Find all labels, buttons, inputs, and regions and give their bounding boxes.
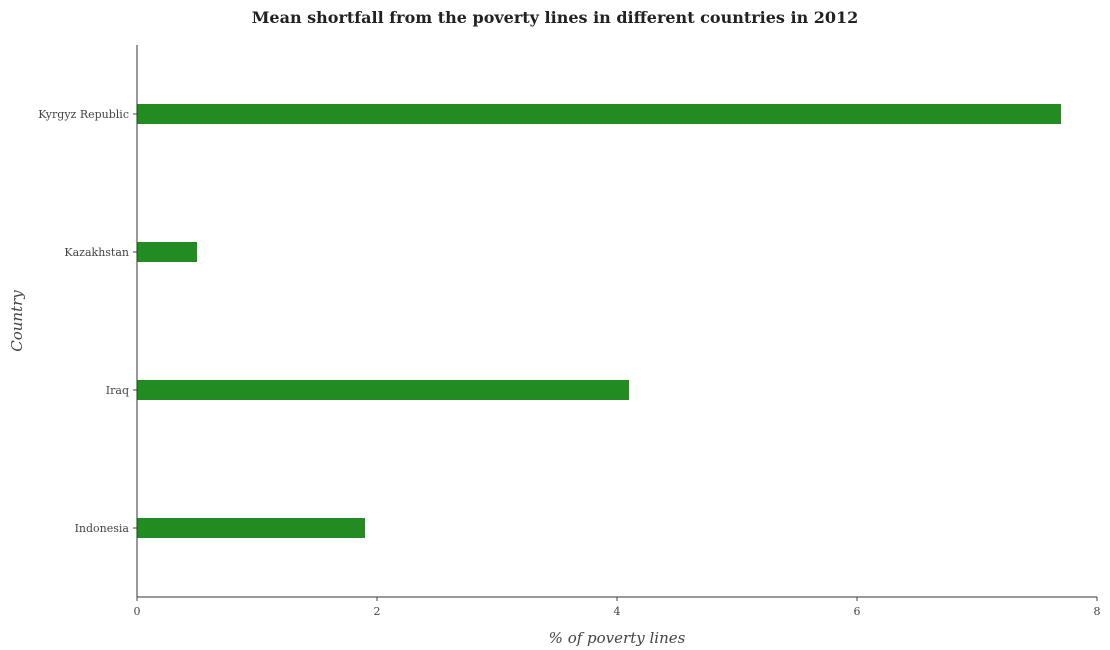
x-axis-title: % of poverty lines — [549, 629, 686, 647]
chart-title: Mean shortfall from the poverty lines in… — [251, 8, 859, 27]
bar-iraq — [137, 380, 629, 400]
axes: Indonesia Iraq Kazakhstan Kyrgyz Republic 0 2… — [38, 45, 1101, 618]
x-tick-label-6: 6 — [854, 605, 861, 618]
bar-kyrgyz-republic — [137, 104, 1061, 124]
y-tick-label-indonesia: Indonesia — [75, 522, 130, 535]
bar-kazakhstan — [137, 242, 197, 262]
x-tick-label-0: 0 — [134, 605, 141, 618]
y-tick-label-iraq: Iraq — [106, 384, 129, 397]
x-tick-label-8: 8 — [1094, 605, 1101, 618]
x-tick-label-4: 4 — [614, 605, 621, 618]
y-axis-title: Country — [8, 290, 26, 352]
x-tick-label-2: 2 — [374, 605, 381, 618]
bar-indonesia — [137, 518, 365, 538]
y-tick-label-kyrgyz-republic: Kyrgyz Republic — [38, 108, 129, 121]
bars — [137, 104, 1061, 538]
y-tick-label-kazakhstan: Kazakhstan — [64, 246, 129, 259]
